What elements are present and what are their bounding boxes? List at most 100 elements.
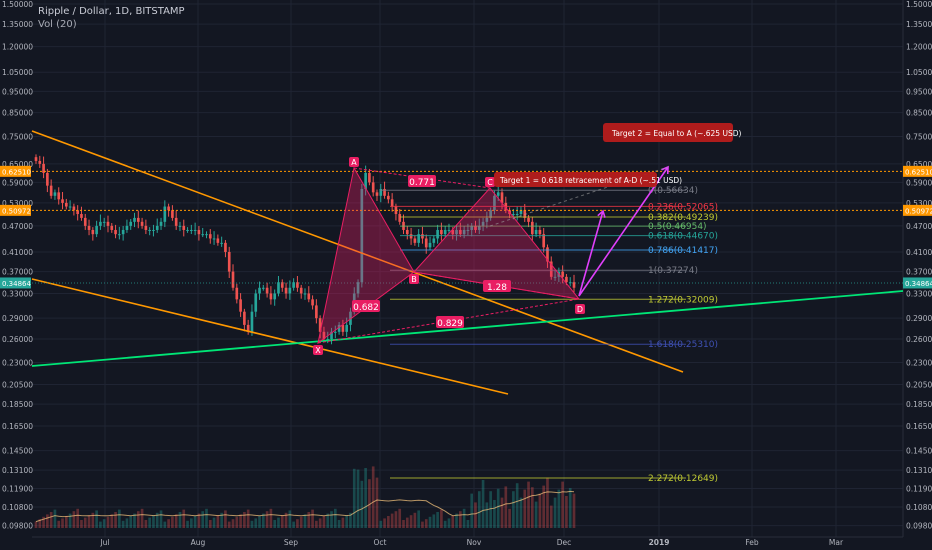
candle-body — [546, 247, 549, 262]
candle-body — [500, 192, 504, 203]
candle-body — [178, 225, 182, 227]
price-tick-left: 0.16500 — [2, 422, 33, 431]
candle-body — [538, 229, 542, 235]
price-tick-right: 0.16500 — [906, 422, 932, 431]
time-tick: Jul — [99, 538, 109, 547]
candle-body — [201, 234, 205, 236]
candle-body — [394, 206, 398, 215]
volume-bar — [235, 516, 239, 528]
volume-bar — [462, 508, 466, 528]
price-tick-left: 0.37000 — [2, 268, 33, 277]
volume-bar — [549, 505, 553, 528]
candle-body — [383, 188, 386, 196]
candle-body — [565, 276, 568, 283]
volume-bar — [379, 520, 383, 528]
candle-body — [46, 172, 49, 186]
volume-bar — [155, 512, 159, 528]
target-1-arrow-head — [597, 209, 606, 218]
price-tick-right: 0.09800 — [906, 522, 932, 531]
candle-body — [455, 229, 458, 235]
price-tick-right: 1.35000 — [906, 20, 932, 29]
volume-bar — [277, 517, 280, 528]
price-tick-left: 0.65000 — [2, 160, 33, 169]
candle-body — [258, 287, 261, 294]
swing-point-marker — [313, 345, 323, 355]
candle-body — [360, 188, 364, 283]
candle-body — [174, 217, 178, 226]
volume-bar — [110, 514, 114, 528]
volume-bar — [144, 520, 148, 528]
pattern-ratio-badge — [436, 316, 464, 328]
volume-bar — [368, 479, 371, 528]
volume-bar — [216, 515, 220, 528]
candle-body — [303, 293, 307, 295]
candle-body — [42, 163, 45, 173]
volume-bar — [455, 513, 458, 528]
volume-bar — [496, 488, 500, 528]
price-tick-left: 1.20000 — [2, 43, 33, 52]
candle-body — [424, 238, 428, 248]
candle-body — [284, 287, 288, 294]
volume-bar — [421, 521, 424, 528]
price-tick-left: 1.50000 — [2, 0, 33, 9]
fib-level-label: 0.618(0.44670) — [648, 232, 718, 242]
volume-bar — [330, 511, 333, 528]
volume-bar — [402, 520, 405, 528]
volume-bar — [383, 518, 386, 528]
volume-bar — [102, 519, 106, 528]
candle-body — [277, 282, 280, 294]
candle-body — [292, 282, 295, 288]
volume-bar — [205, 508, 208, 528]
candle-body — [136, 217, 140, 222]
price-tick-right: 0.20500 — [906, 380, 932, 389]
candle-body — [333, 331, 337, 333]
volume-bar — [466, 520, 470, 528]
price-tick-right: 0.37000 — [906, 268, 932, 277]
candle-body — [299, 287, 303, 294]
chart-title: Ripple / Dollar, 1D, BITSTAMP — [38, 6, 185, 17]
volume-bar — [64, 516, 68, 528]
candle-body — [519, 210, 523, 215]
candle-body — [364, 172, 367, 189]
candle-body — [549, 261, 553, 277]
volume-bar — [212, 517, 216, 528]
volume-bar — [337, 520, 341, 528]
volume-bar — [500, 497, 504, 528]
candle-body — [436, 229, 439, 239]
candle-body — [110, 225, 114, 230]
target-1-arrow — [578, 210, 604, 297]
price-tick-right: 0.10800 — [906, 503, 932, 512]
price-tag-right — [903, 165, 932, 177]
price-tick-left: 0.20500 — [2, 380, 33, 389]
price-tag-right-text: 0.50972 — [905, 207, 932, 215]
price-tag-right — [903, 204, 932, 216]
candle-body — [254, 293, 258, 312]
price-tick-left: 0.85000 — [2, 109, 33, 118]
price-tick-right: 0.85000 — [906, 109, 932, 118]
price-tick-left: 0.95000 — [2, 87, 33, 96]
candle-body — [409, 234, 413, 239]
price-tick-left: 0.09800 — [2, 522, 33, 531]
candle-body — [38, 160, 42, 164]
candle-body — [405, 229, 409, 235]
volume-bar — [91, 512, 95, 528]
volume-bar — [303, 514, 307, 528]
candle-body — [447, 229, 451, 231]
candle-body — [421, 234, 424, 239]
volume-bar — [557, 489, 561, 528]
candle-body — [530, 221, 534, 235]
volume-bar — [284, 512, 288, 528]
candle-body — [288, 287, 292, 294]
candle-body — [239, 299, 242, 312]
volume-bar — [364, 468, 367, 528]
candle-body — [95, 225, 98, 235]
candle-body — [428, 242, 432, 248]
volume-bar — [512, 491, 515, 528]
volume-bar — [174, 514, 178, 528]
price-tick-right: 1.05000 — [906, 68, 932, 77]
candle-body — [163, 206, 167, 222]
volume-bar — [447, 518, 451, 528]
candle-body — [91, 229, 95, 235]
price-tick-left: 0.10800 — [2, 503, 33, 512]
